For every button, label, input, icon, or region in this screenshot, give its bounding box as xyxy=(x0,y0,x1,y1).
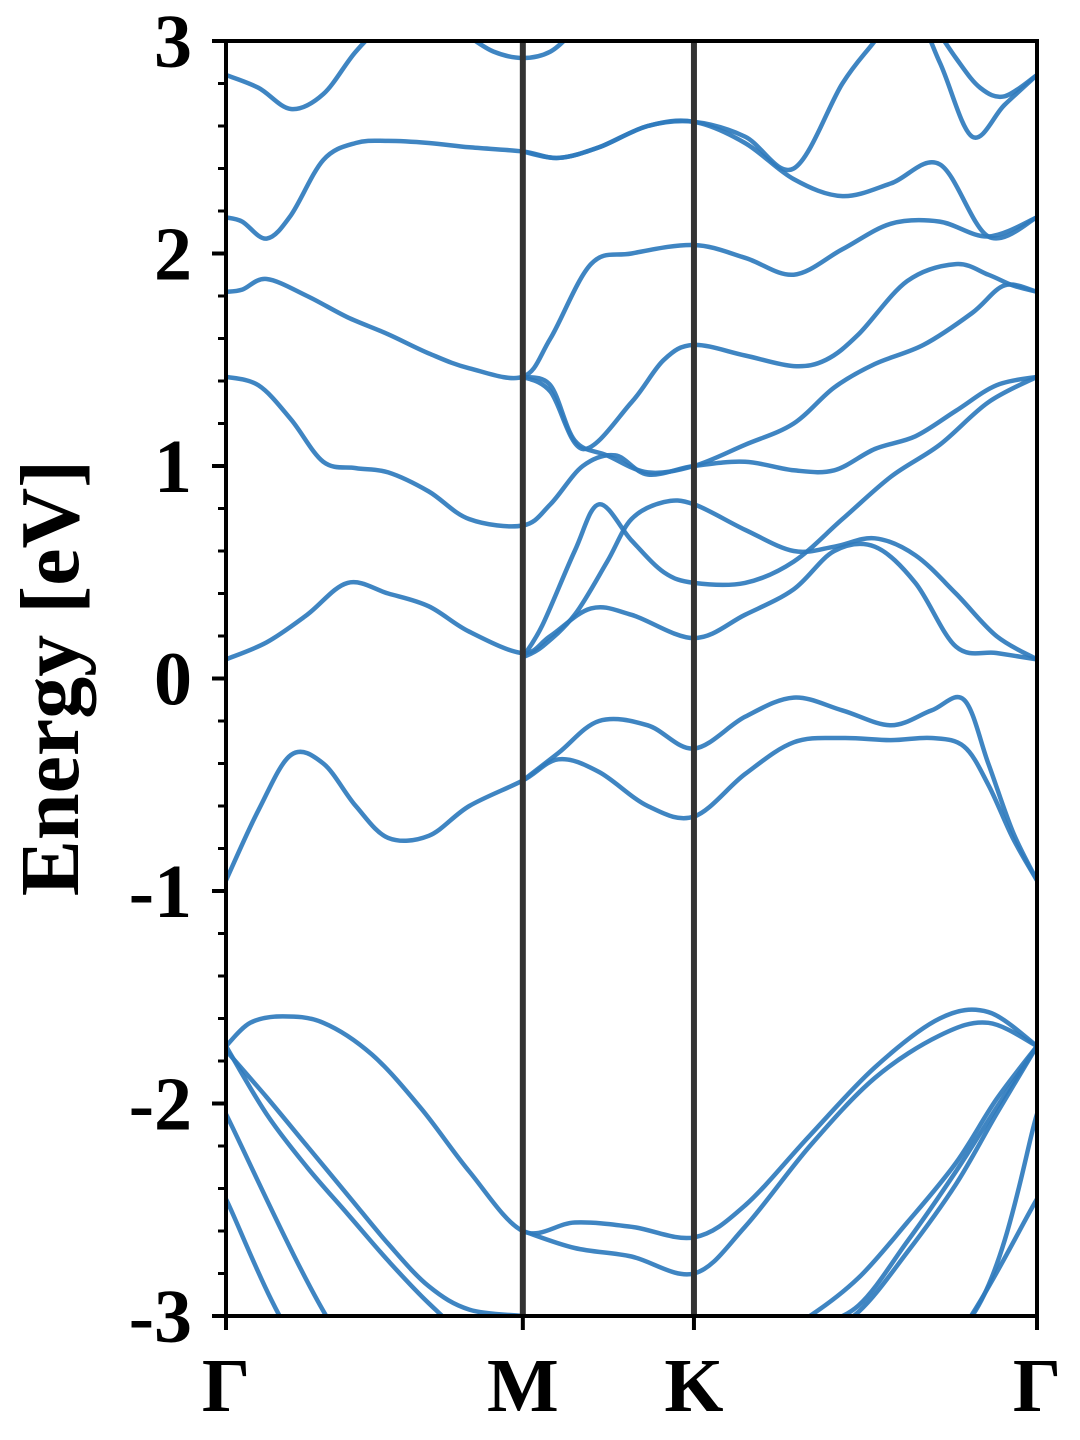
x-tick-label: K xyxy=(664,1344,723,1428)
x-tick-label: Γ xyxy=(202,1344,250,1428)
band-line-22 xyxy=(941,41,1037,100)
band-line-13 xyxy=(520,498,1037,662)
y-tick-label: -1 xyxy=(129,850,192,934)
band-line-23 xyxy=(471,41,567,61)
band-line-11 xyxy=(520,694,1037,883)
y-tick-label: 1 xyxy=(154,425,192,509)
y-axis-label: Energy [eV] xyxy=(4,460,97,896)
y-tick-label: 2 xyxy=(154,213,192,297)
y-tick-label: 0 xyxy=(154,638,192,722)
band-line-20 xyxy=(520,41,1037,173)
band-line-5 xyxy=(805,1043,1037,1316)
band-line-10 xyxy=(226,735,1037,883)
band-line-4 xyxy=(226,1043,446,1316)
band-line-15 xyxy=(226,374,1037,529)
band-line-21 xyxy=(226,41,369,112)
y-axis-ticks: -3 -2 -1 0 1 2 3 xyxy=(129,0,226,1359)
band-line-14 xyxy=(520,374,1037,660)
band-line-6 xyxy=(836,1043,1037,1316)
y-tick-label: -2 xyxy=(129,1063,192,1147)
band-line-12 xyxy=(226,541,1037,662)
high-symmetry-lines xyxy=(519,41,697,1316)
band-line-16 xyxy=(520,282,1037,476)
x-tick-label: Γ xyxy=(1013,1344,1061,1428)
x-tick-label: M xyxy=(487,1344,559,1428)
y-tick-label: 3 xyxy=(154,0,192,84)
band-line-3 xyxy=(226,1048,526,1316)
band-line-7 xyxy=(849,1043,1037,1316)
y-tick-label: -3 xyxy=(129,1275,192,1359)
bands-group xyxy=(226,41,1037,1316)
band-line-8 xyxy=(226,1007,1037,1241)
band-line-2 xyxy=(226,1111,1037,1316)
band-line-18 xyxy=(226,215,1037,381)
plot-frame xyxy=(224,39,1039,1318)
band-line-17 xyxy=(520,261,1037,452)
band-line-9 xyxy=(520,1020,1037,1277)
